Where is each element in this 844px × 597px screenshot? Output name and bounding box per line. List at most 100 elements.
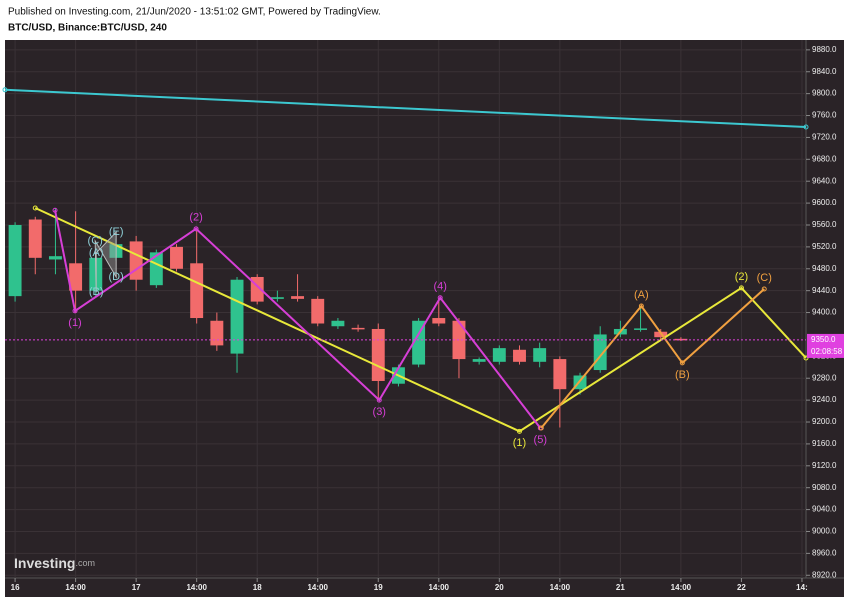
wave-line [4, 88, 807, 129]
x-tick-label: 19 [374, 583, 383, 592]
x-tick-label: 14:00 [550, 583, 571, 592]
y-tick-label: 9800.0 [812, 89, 837, 98]
candle-body [28, 219, 42, 258]
y-tick-label: 9520.0 [812, 242, 837, 251]
y-tick-label: 9640.0 [812, 176, 837, 185]
wave-label: (1) [68, 317, 81, 329]
candle-body [311, 298, 325, 324]
wave-point [437, 295, 443, 301]
y-tick-label: 9840.0 [812, 67, 837, 76]
wave-label: (2) [189, 212, 202, 224]
wave-point [52, 207, 58, 213]
wave-line [34, 207, 807, 433]
wave-label: (1) [513, 437, 526, 449]
x-tick-label: 14:00 [65, 583, 86, 592]
candle-body [553, 359, 567, 390]
x-tick-label: 18 [253, 583, 262, 592]
y-tick-label: 8920.0 [812, 570, 837, 579]
candle-body [412, 320, 426, 365]
wave-point [738, 285, 744, 291]
wave-point [2, 87, 8, 93]
symbol-title: BTC/USD, Binance:BTC/USD, 240 [8, 23, 167, 34]
wave-label: (2) [735, 271, 748, 283]
candle-body [674, 338, 688, 341]
wave-label: (C) [757, 272, 772, 284]
x-tick-label: 21 [616, 583, 625, 592]
candle-body [331, 320, 345, 327]
candle-body [492, 348, 506, 362]
wave-line [540, 288, 765, 429]
wave-point [538, 425, 544, 431]
wave-point [638, 303, 644, 309]
y-tick-label: 9680.0 [812, 154, 837, 163]
x-tick-label: 14: [796, 583, 808, 592]
candle-body [170, 246, 183, 269]
candle-body [371, 328, 385, 381]
x-tick-label: 22 [737, 583, 746, 592]
y-tick-label: 9240.0 [812, 395, 837, 404]
y-tick-label: 9880.0 [812, 45, 837, 54]
x-tick-label: 20 [495, 583, 504, 592]
candle-body [472, 359, 486, 362]
x-tick-label: 14:00 [429, 583, 450, 592]
y-tick-label: 9160.0 [812, 439, 837, 448]
wave-point [803, 124, 809, 130]
y-tick-label: 9480.0 [812, 264, 837, 273]
wave-label: (C) [88, 235, 103, 247]
wave-point [72, 308, 78, 314]
wave-point [516, 428, 522, 434]
candle-body [533, 348, 547, 362]
x-tick-label: 17 [132, 583, 141, 592]
y-tick-label: 9440.0 [812, 286, 837, 295]
candle-body [230, 279, 244, 354]
y-tick-label: 9400.0 [812, 308, 837, 317]
wave-label: (D) [109, 271, 124, 283]
y-tick-label: 9040.0 [812, 505, 837, 514]
y-tick-label: 9760.0 [812, 111, 837, 120]
wave-label: (A) [89, 247, 104, 259]
last-price-label: 9350.0 [811, 335, 836, 344]
x-tick-label: 14:00 [307, 583, 328, 592]
candle-body [210, 320, 224, 346]
candle-body [69, 263, 83, 291]
x-tick-label: 14:00 [186, 583, 207, 592]
wave-label: (E) [109, 226, 124, 238]
plot-background [5, 40, 844, 597]
x-tick-label: 14:00 [671, 583, 692, 592]
candle-body [291, 296, 305, 299]
published-note: Published on Investing.com, 21/Jun/2020 … [8, 7, 381, 18]
logo-name: Investing [14, 555, 75, 571]
candle-body [634, 328, 648, 330]
wave-label: (A) [634, 289, 649, 301]
wave-point [193, 226, 199, 232]
wave-point [761, 286, 767, 292]
y-tick-label: 9280.0 [812, 373, 837, 382]
wave-label: (5) [534, 434, 547, 446]
countdown-label: 02:08:58 [811, 347, 843, 356]
logo: Investing.com [14, 555, 95, 571]
candle-body [513, 349, 526, 362]
candle-body [8, 224, 22, 297]
wave-label: (B) [89, 286, 104, 298]
y-tick-label: 9720.0 [812, 133, 837, 142]
wave-point [376, 397, 382, 403]
candle-body [270, 297, 284, 299]
candle-body [351, 327, 365, 330]
y-tick-label: 9600.0 [812, 198, 837, 207]
candle-body [48, 256, 62, 260]
plot: 9880.0 9840.0 9800.0 9760.0 9720.0 9680.0 9640… [2, 40, 844, 592]
wave-point [679, 360, 685, 366]
wave-label: (3) [373, 406, 386, 418]
y-tick-label: 9200.0 [812, 417, 837, 426]
wave-point [32, 205, 38, 211]
candle-body [190, 263, 204, 319]
candle-body [149, 252, 163, 286]
wave-line [54, 210, 542, 429]
y-tick-label: 9560.0 [812, 220, 837, 229]
wave-point [803, 355, 809, 361]
y-tick-label: 9000.0 [812, 527, 837, 536]
candle-body [432, 318, 446, 324]
wave-label: (4) [433, 281, 446, 293]
pattern-zone [94, 230, 117, 293]
